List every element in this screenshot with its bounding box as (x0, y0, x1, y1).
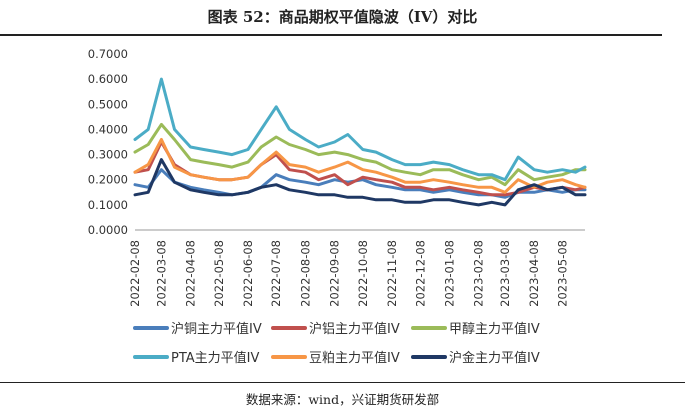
iv-line-chart: 0.0000 0.1000 0.2000 0.3000 0.4000 0.5000 0.60… (88, 47, 587, 366)
x-tick-label: 2023-03-08 (498, 240, 512, 307)
legend-label: 沪铝主力平值IV (309, 321, 400, 337)
x-tick-label: 2022-10-08 (356, 240, 370, 307)
x-tick-label: 2022-06-08 (241, 240, 255, 307)
x-tick-label: 2022-07-08 (269, 240, 283, 307)
title-rule (0, 34, 662, 36)
x-tick-label: 2023-02-08 (472, 240, 486, 307)
x-tick-label: 2022-08-08 (298, 240, 312, 307)
y-tick-label: 0.7000 (88, 47, 128, 61)
x-tick-label: 2023-01-08 (442, 240, 456, 307)
series-line (133, 77, 587, 182)
legend-label: PTA主力平值IV (171, 350, 259, 366)
chart-title: 图表 52：商品期权平值隐波（IV）对比 (207, 8, 478, 26)
legend-label: 沪铜主力平值IV (171, 321, 262, 337)
y-tick-label: 0.6000 (88, 72, 128, 86)
y-tick-label: 0.5000 (88, 97, 128, 111)
source-rule (0, 382, 685, 383)
series-line (133, 158, 587, 207)
x-tick-label: 2022-11-08 (385, 240, 399, 307)
x-tick-label: 2022-04-08 (184, 240, 198, 307)
y-tick-label: 0.2000 (88, 173, 128, 187)
y-tick-label: 0.3000 (88, 148, 128, 162)
series-line (133, 122, 587, 187)
y-tick-label: 0.1000 (88, 198, 128, 212)
legend-label: 沪金主力平值IV (449, 350, 540, 366)
y-tick-label: 0.4000 (88, 122, 128, 136)
x-tick-label: 2023-04-08 (527, 240, 541, 307)
x-tick-label: 2023-05-08 (555, 240, 569, 307)
x-tick-label: 2022-03-08 (154, 240, 168, 307)
x-tick-label: 2022-02-08 (128, 240, 142, 307)
x-tick-label: 2022-12-08 (413, 240, 427, 307)
x-tick-label: 2022-09-08 (328, 240, 342, 307)
y-tick-label: 0.0000 (88, 223, 128, 237)
legend-label: 甲醇主力平值IV (449, 321, 540, 337)
legend-label: 豆粕主力平值IV (309, 350, 400, 366)
x-tick-label: 2022-05-08 (212, 240, 226, 307)
series-line (133, 138, 587, 194)
data-source-note: 数据来源：wind，兴证期货研发部 (245, 392, 440, 407)
